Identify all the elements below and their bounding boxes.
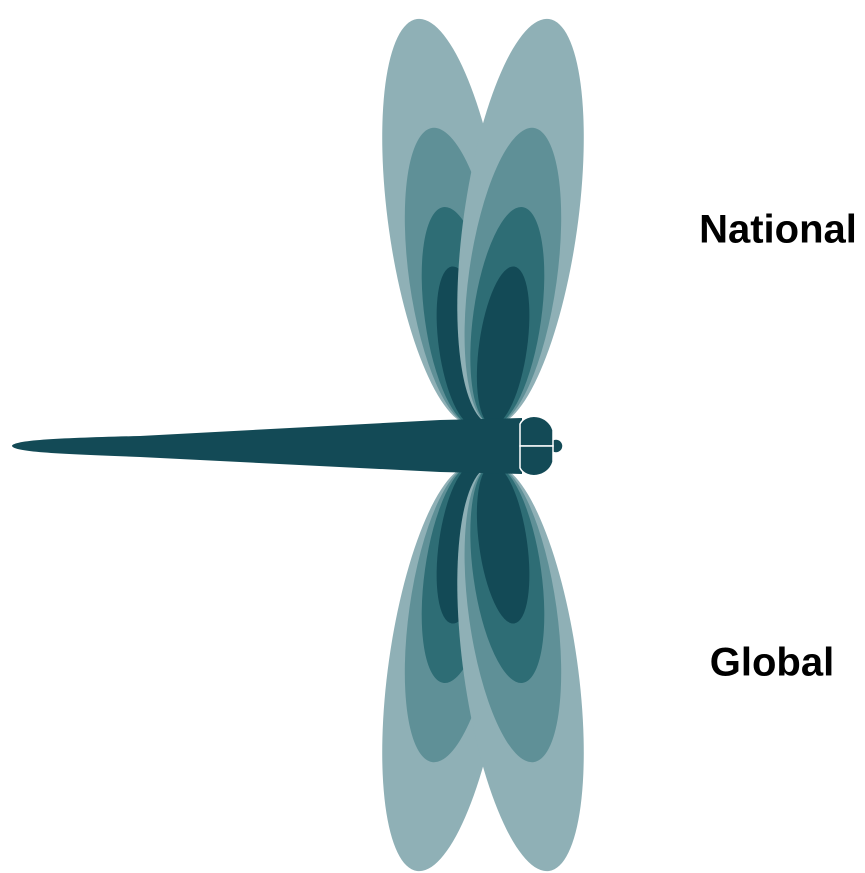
head	[519, 415, 564, 477]
label-global: Global	[710, 641, 834, 685]
label-national: National	[699, 208, 857, 252]
body	[12, 418, 522, 474]
